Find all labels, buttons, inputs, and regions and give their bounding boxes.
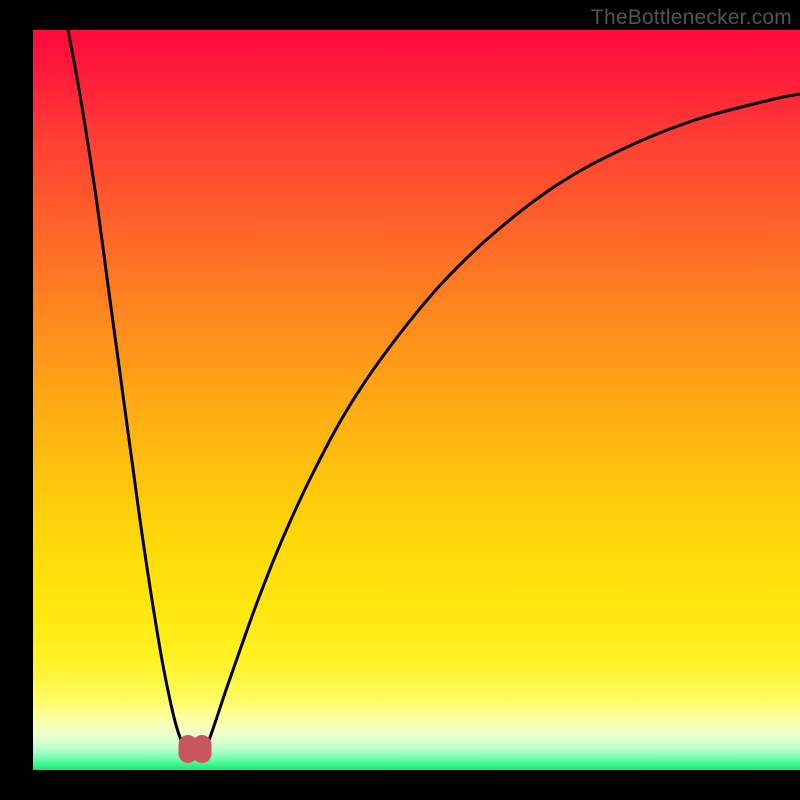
optimal-marker xyxy=(178,734,212,764)
plot-area xyxy=(33,30,800,770)
bottleneck-curve xyxy=(33,30,800,770)
watermark-text: TheBottlenecker.com xyxy=(591,6,792,30)
